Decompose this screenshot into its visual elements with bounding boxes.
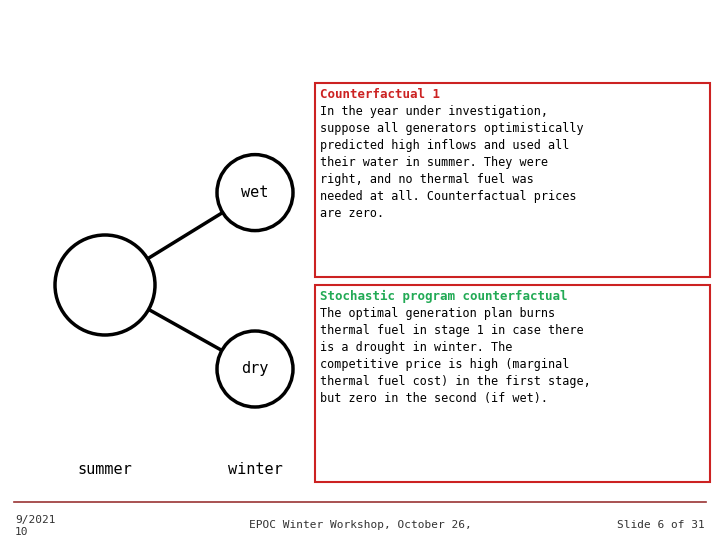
Text: Counterfactual 1: Counterfactual 1: [320, 89, 440, 102]
Ellipse shape: [55, 235, 155, 335]
Text: EPOC Winter Workshop, October 26,: EPOC Winter Workshop, October 26,: [248, 520, 472, 530]
Text: 9/2021: 9/2021: [15, 515, 55, 525]
Ellipse shape: [217, 154, 293, 231]
Text: Counterfactual 1: Counterfactual 1: [9, 7, 248, 31]
FancyBboxPatch shape: [315, 83, 710, 276]
Text: 10: 10: [15, 527, 29, 537]
Ellipse shape: [217, 331, 293, 407]
Text: Slide 6 of 31: Slide 6 of 31: [617, 520, 705, 530]
Text: wet: wet: [241, 185, 269, 200]
Text: What about uncertain inflows?: What about uncertain inflows?: [9, 48, 324, 65]
Text: In the year under investigation,
suppose all generators optimistically
predicted: In the year under investigation, suppose…: [320, 105, 584, 220]
FancyBboxPatch shape: [315, 285, 710, 482]
Text: dry: dry: [241, 361, 269, 376]
Text: The optimal generation plan burns
thermal fuel in stage 1 in case there
is a dro: The optimal generation plan burns therma…: [320, 307, 590, 405]
Text: Stochastic program counterfactual: Stochastic program counterfactual: [320, 290, 567, 303]
Text: winter: winter: [228, 462, 282, 477]
Text: summer: summer: [78, 462, 132, 477]
